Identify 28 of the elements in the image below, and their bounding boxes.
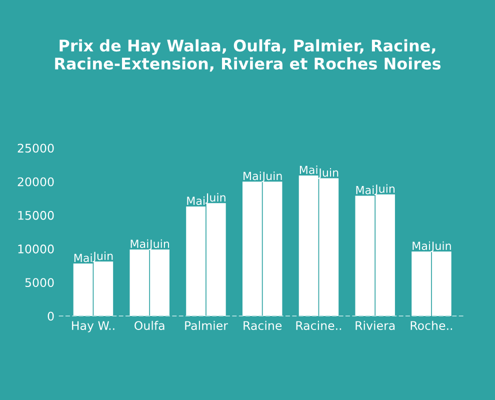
text: Mai [187, 196, 205, 205]
series-label: Juin [374, 184, 395, 195]
text: Mai [356, 186, 374, 194]
text: Juin [262, 172, 282, 182]
x-tick-label: Riviera [356, 320, 395, 330]
y-tick-label: 15000 [18, 210, 54, 220]
text: Juin [92, 251, 113, 262]
x-tick-label: Hay W.. [72, 321, 114, 332]
x-tick-label: Roche.. [410, 320, 452, 330]
x-tick-label: Racine.. [296, 320, 342, 330]
x-tick-label: Racine [244, 320, 282, 330]
text: Juin [148, 239, 170, 250]
text: Juin [430, 241, 451, 252]
text: Juin [318, 168, 338, 179]
x-tick-label: Palmier [185, 320, 228, 330]
chart-title: Prix de Hay Walaa, Oulfa, Palmier, Racine, Racine-Extension, Riviera et Roches Noires [55, 39, 441, 72]
x-tick-label: Oulfa [134, 320, 164, 330]
series-label: Mai [74, 254, 92, 262]
y-tick-label: 25000 [18, 144, 54, 153]
y-tick-label: 0 [48, 312, 54, 321]
y-tick-label: 10000 [18, 244, 54, 254]
text: Mai [130, 239, 148, 248]
y-tick-label: 5000 [25, 278, 54, 288]
text: Juin [205, 193, 226, 204]
text: Mai [244, 172, 261, 180]
y-tick-label: 20000 [18, 177, 54, 186]
text: Mai [300, 165, 318, 174]
text: Mai [412, 241, 430, 250]
